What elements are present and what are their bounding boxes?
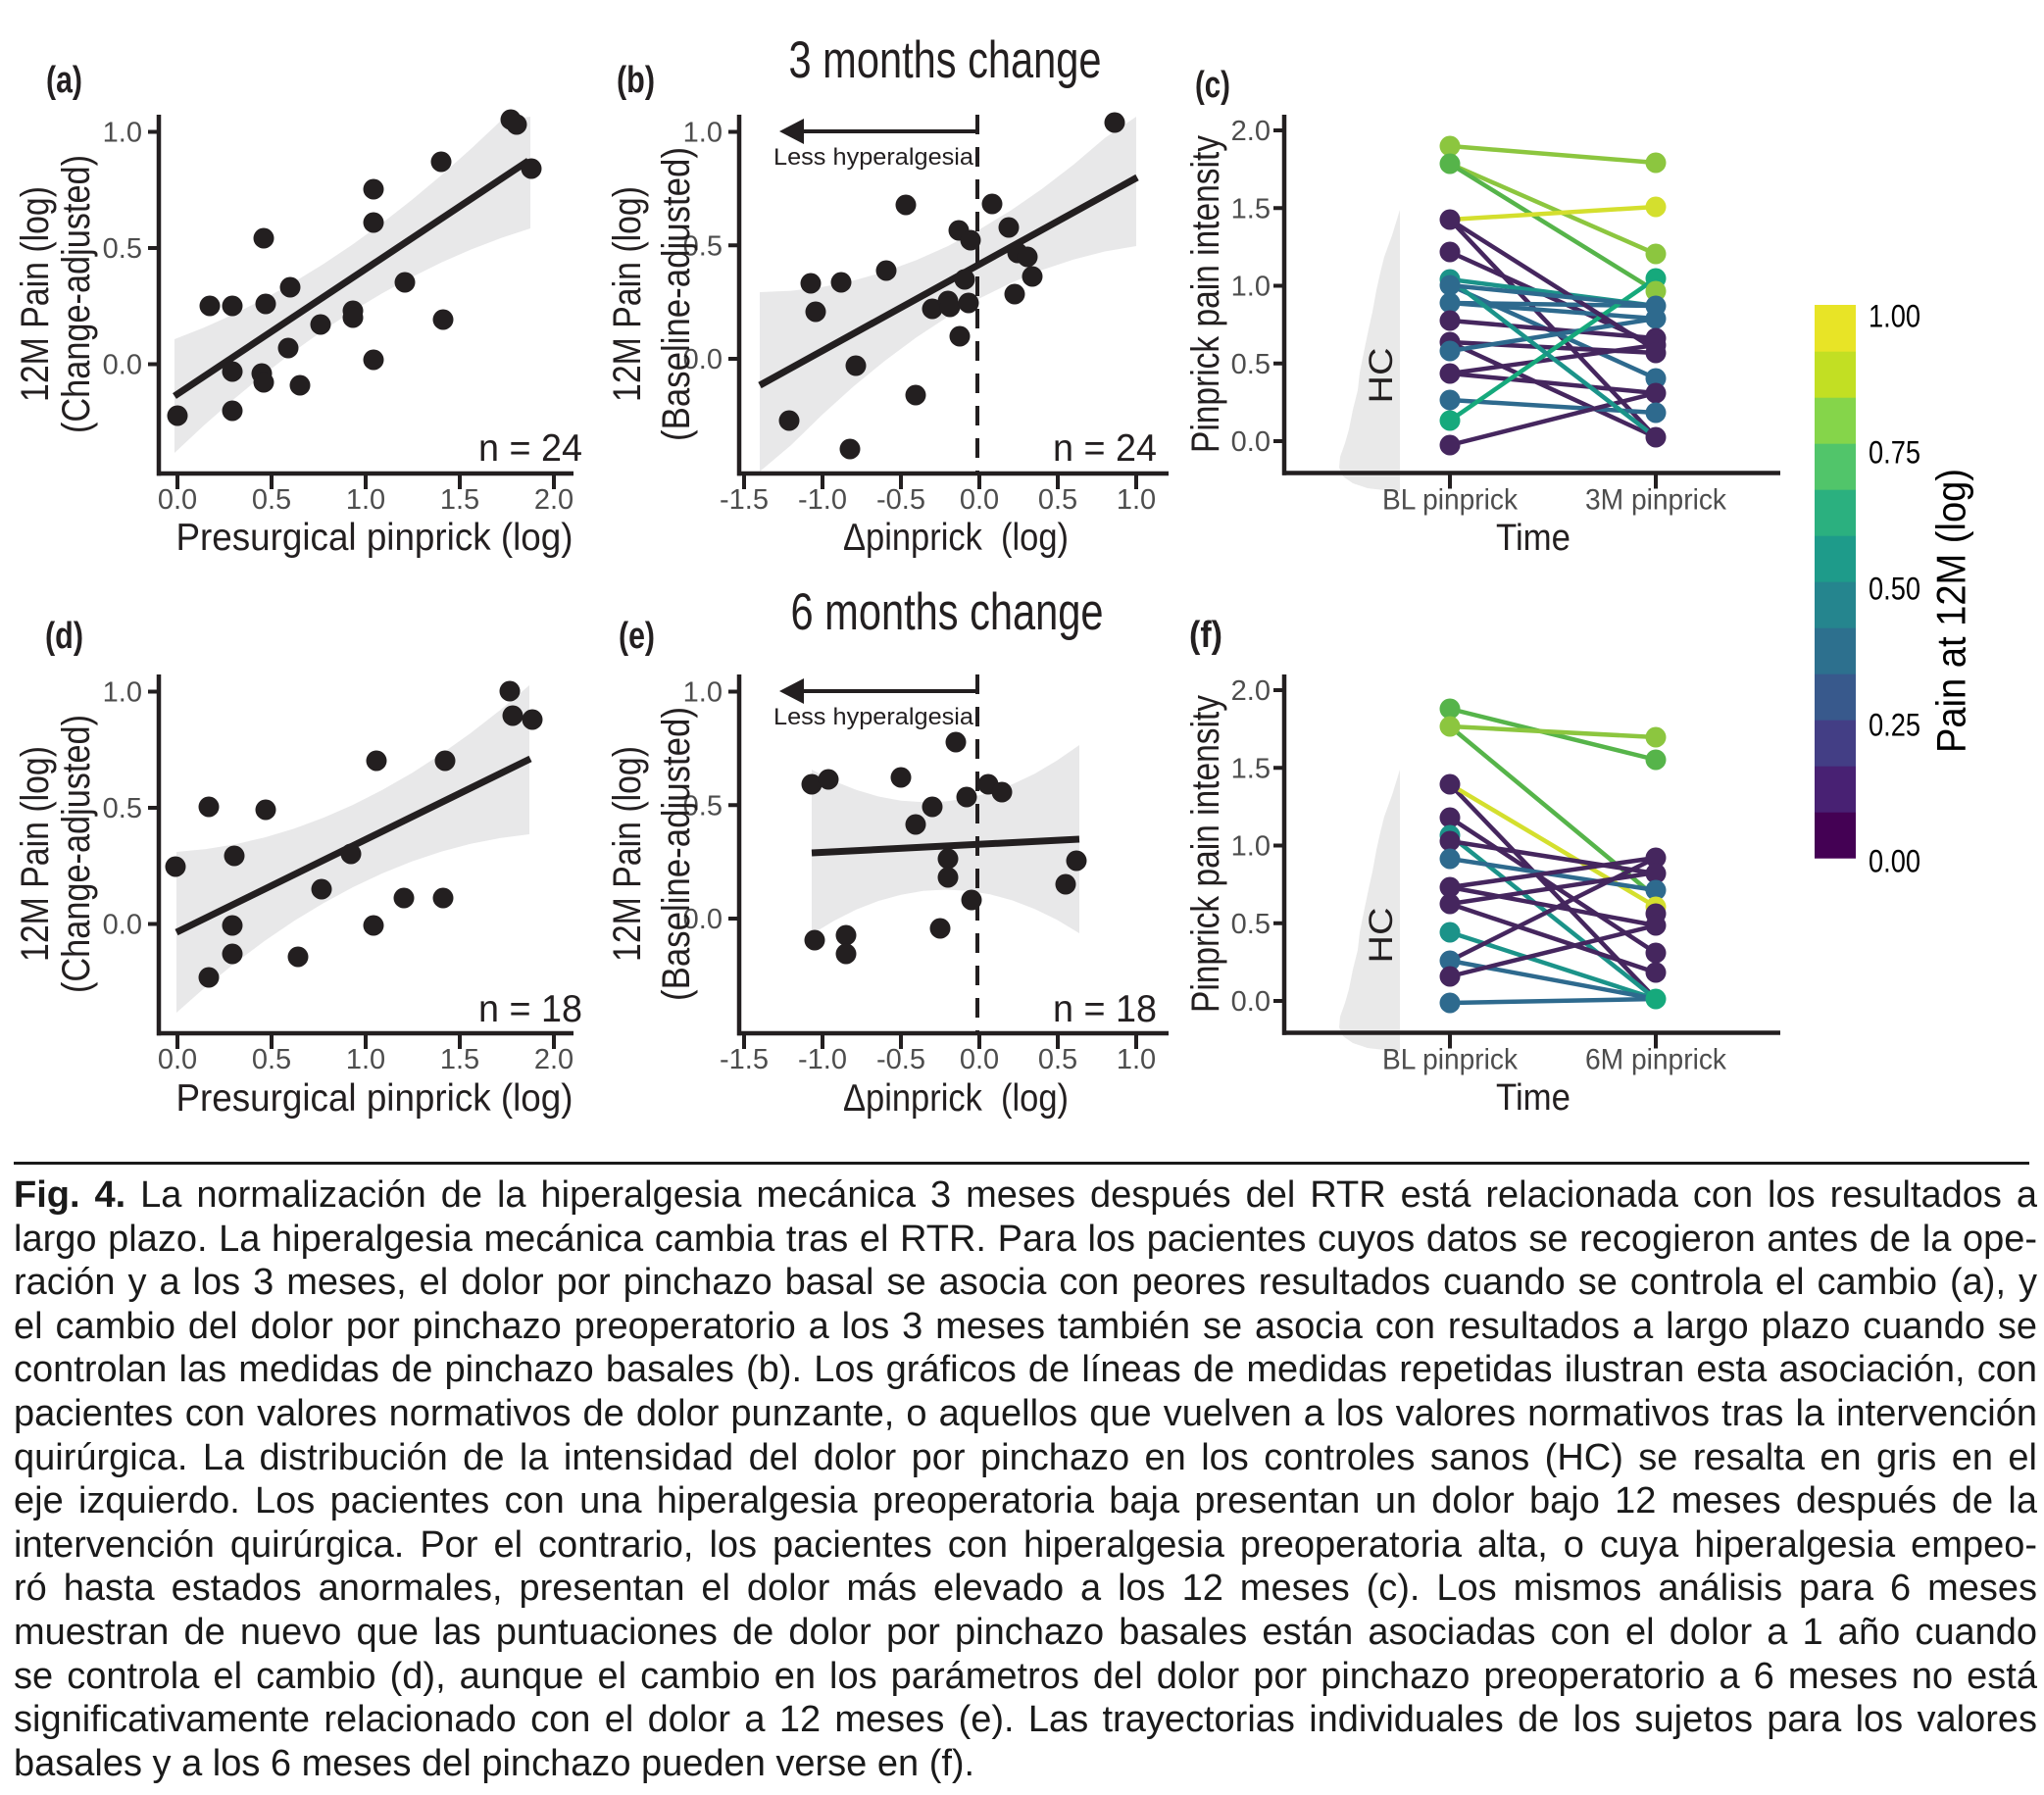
svg-text:0.5: 0.5 — [1038, 1044, 1077, 1075]
svg-text:0.25: 0.25 — [1869, 708, 1920, 743]
svg-text:-0.5: -0.5 — [876, 484, 925, 516]
svg-text:12M Pain (log): 12M Pain (log) — [606, 186, 649, 402]
svg-text:(c): (c) — [1195, 65, 1230, 106]
svg-text:0.5: 0.5 — [252, 484, 291, 516]
svg-text:1.0: 1.0 — [103, 118, 142, 149]
svg-text:0.0: 0.0 — [683, 344, 723, 375]
svg-text:0.5: 0.5 — [1231, 909, 1271, 940]
svg-text:Pinprick pain intensity: Pinprick pain intensity — [1184, 695, 1227, 1013]
svg-text:(Baseline-adjusted): (Baseline-adjusted) — [655, 707, 698, 1001]
svg-text:HC: HC — [1363, 908, 1400, 964]
svg-text:-1.5: -1.5 — [720, 484, 769, 516]
svg-text:0.5: 0.5 — [683, 790, 723, 822]
svg-text:1.5: 1.5 — [440, 484, 479, 516]
svg-text:Time: Time — [1496, 518, 1570, 559]
svg-text:1.5: 1.5 — [1231, 753, 1271, 784]
svg-text:0.75: 0.75 — [1869, 435, 1920, 471]
svg-text:Presurgical pinprick (log): Presurgical pinprick (log) — [176, 1077, 573, 1120]
svg-text:-1.0: -1.0 — [798, 484, 847, 516]
svg-text:0.50: 0.50 — [1869, 572, 1920, 607]
svg-text:(Baseline-adjusted): (Baseline-adjusted) — [655, 147, 698, 441]
svg-text:3M pinprick: 3M pinprick — [1585, 484, 1727, 517]
svg-text:0.5: 0.5 — [252, 1044, 291, 1075]
svg-text:6M pinprick: 6M pinprick — [1585, 1044, 1727, 1076]
svg-text:0.5: 0.5 — [1231, 349, 1271, 380]
svg-text:(d): (d) — [45, 616, 83, 657]
svg-text:1.0: 1.0 — [103, 677, 142, 709]
svg-text:3 months change: 3 months change — [789, 31, 1102, 89]
svg-text:6 months change: 6 months change — [791, 583, 1104, 641]
svg-text:-0.5: -0.5 — [876, 1044, 925, 1075]
svg-text:0.00: 0.00 — [1869, 844, 1920, 879]
svg-text:(e): (e) — [619, 616, 655, 657]
svg-text:1.0: 1.0 — [1231, 831, 1271, 863]
svg-text:0.0: 0.0 — [103, 910, 142, 941]
svg-text:n = 24: n = 24 — [478, 427, 582, 470]
svg-text:0.0: 0.0 — [158, 1044, 197, 1075]
svg-text:0.0: 0.0 — [960, 484, 999, 516]
svg-text:0.0: 0.0 — [158, 484, 197, 516]
svg-text:-1.5: -1.5 — [720, 1044, 769, 1075]
svg-text:1.0: 1.0 — [1231, 272, 1271, 303]
svg-text:n = 24: n = 24 — [1053, 427, 1157, 470]
svg-text:Δpinprick (log): Δpinprick (log) — [843, 1077, 1069, 1120]
svg-text:HC: HC — [1363, 348, 1400, 404]
svg-text:1.0: 1.0 — [1117, 1044, 1156, 1075]
svg-text:n = 18: n = 18 — [478, 988, 582, 1030]
svg-text:1.0: 1.0 — [683, 677, 723, 709]
svg-text:1.0: 1.0 — [346, 1044, 385, 1075]
svg-text:2.0: 2.0 — [534, 1044, 573, 1075]
svg-text:1.5: 1.5 — [440, 1044, 479, 1075]
svg-text:Pinprick pain intensity: Pinprick pain intensity — [1184, 135, 1227, 453]
svg-text:(Change-adjusted): (Change-adjusted) — [55, 155, 98, 433]
svg-text:-1.0: -1.0 — [798, 1044, 847, 1075]
svg-text:1.00: 1.00 — [1869, 299, 1920, 334]
svg-text:BL pinprick: BL pinprick — [1382, 484, 1519, 517]
svg-text:0.0: 0.0 — [683, 904, 723, 935]
svg-text:Less hyperalgesia: Less hyperalgesia — [773, 144, 973, 171]
svg-text:2.0: 2.0 — [1231, 675, 1271, 707]
svg-text:1.0: 1.0 — [683, 118, 723, 149]
svg-text:1.5: 1.5 — [1231, 193, 1271, 224]
svg-text:12M Pain (log): 12M Pain (log) — [606, 746, 649, 962]
svg-text:2.0: 2.0 — [534, 484, 573, 516]
svg-text:12M Pain (log): 12M Pain (log) — [14, 746, 57, 962]
svg-text:BL pinprick: BL pinprick — [1382, 1044, 1519, 1076]
svg-text:(b): (b) — [617, 60, 655, 101]
svg-text:1.0: 1.0 — [346, 484, 385, 516]
svg-text:0.0: 0.0 — [1231, 426, 1271, 458]
svg-text:1.0: 1.0 — [1117, 484, 1156, 516]
svg-text:Time: Time — [1496, 1077, 1570, 1119]
svg-text:(Change-adjusted): (Change-adjusted) — [55, 715, 98, 993]
svg-text:0.5: 0.5 — [103, 793, 142, 824]
svg-text:12M Pain (log): 12M Pain (log) — [14, 186, 57, 402]
svg-text:2.0: 2.0 — [1231, 116, 1271, 147]
svg-text:(f): (f) — [1189, 615, 1222, 656]
svg-text:Less hyperalgesia: Less hyperalgesia — [773, 704, 973, 730]
svg-text:0.5: 0.5 — [683, 230, 723, 262]
svg-text:0.0: 0.0 — [103, 350, 142, 381]
svg-text:Δpinprick (log): Δpinprick (log) — [843, 517, 1069, 559]
svg-text:0.0: 0.0 — [1231, 986, 1271, 1018]
svg-text:0.5: 0.5 — [1038, 484, 1077, 516]
svg-text:(a): (a) — [46, 60, 82, 101]
svg-text:Presurgical pinprick (log): Presurgical pinprick (log) — [176, 517, 573, 559]
svg-text:Pain at 12M (log): Pain at 12M (log) — [1928, 469, 1974, 753]
svg-text:n = 18: n = 18 — [1053, 988, 1157, 1030]
svg-text:0.5: 0.5 — [103, 233, 142, 265]
svg-text:0.0: 0.0 — [960, 1044, 999, 1075]
